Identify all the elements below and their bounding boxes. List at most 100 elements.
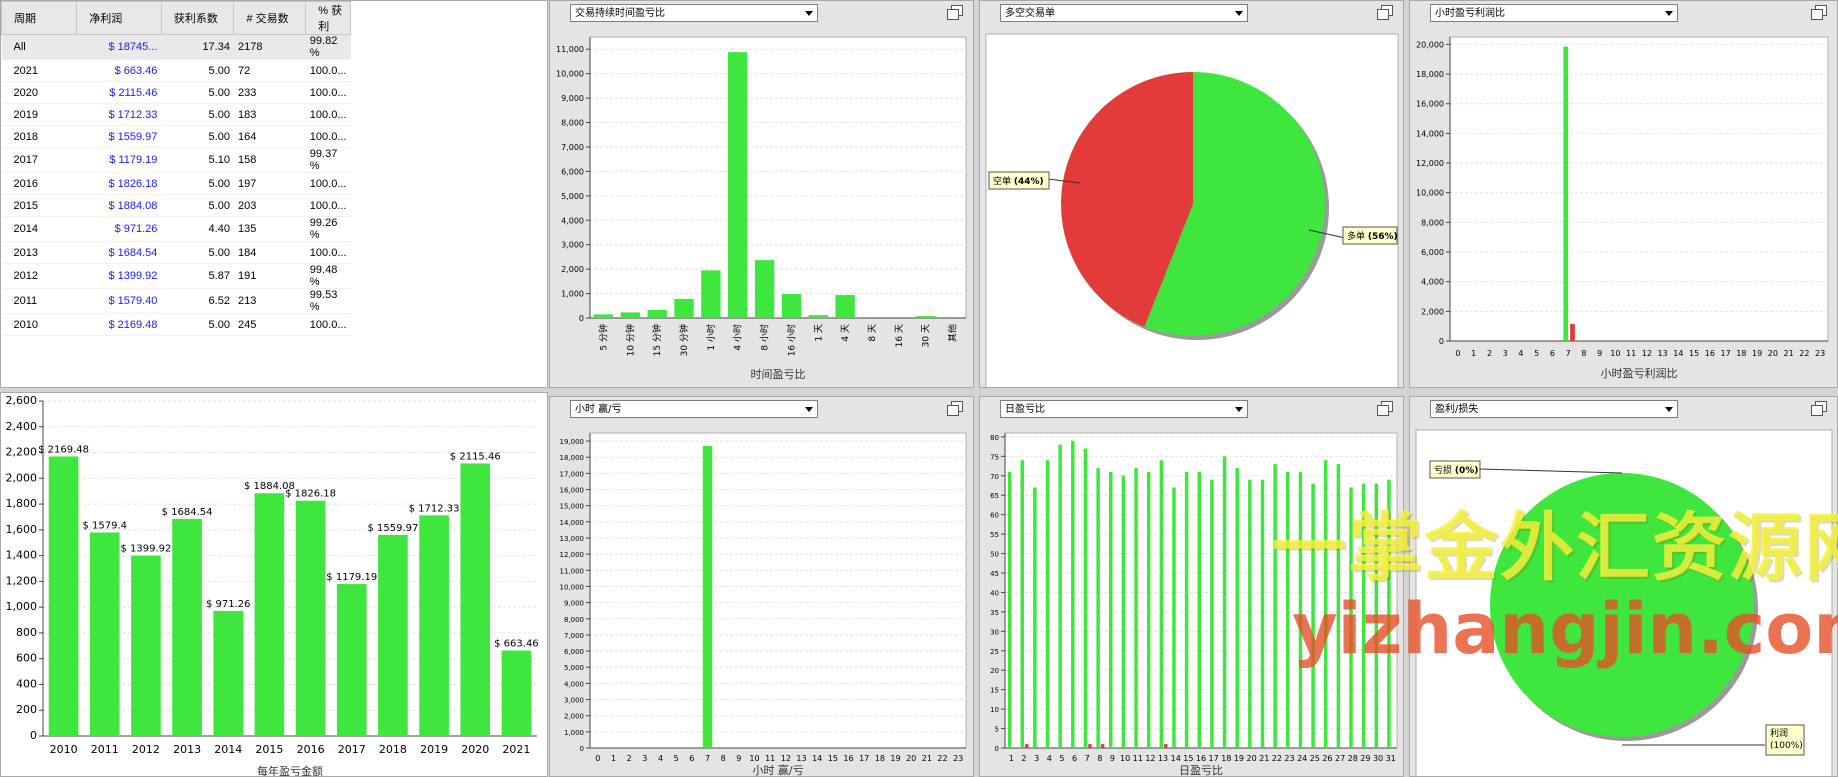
table-row[interactable]: 2018 $ 1559.97 5.00 164 100.0... — [1, 125, 351, 148]
bar — [460, 463, 491, 736]
longshort-dropdown[interactable]: 多空交易单 — [1000, 4, 1248, 22]
table-row[interactable]: 2013 $ 1684.54 5.00 184 100.0... — [1, 241, 351, 264]
yearly-chart: 0 200 400 600 800 1,000 1,200 1,400 1,600 1,800 2,… — [6, 394, 539, 776]
table-row[interactable]: 2011 $ 1579.40 6.52 213 99.53 % — [1, 288, 351, 314]
leader-line — [1308, 229, 1346, 239]
maximize-icon[interactable] — [947, 401, 963, 416]
y-tick-label: 13,000 — [560, 535, 585, 543]
cell-period: 2014 — [1, 216, 77, 242]
col-period-header[interactable]: 周期 — [1, 1, 78, 35]
x-tick-label: 6 — [1550, 349, 1555, 358]
table-row[interactable]: 2014 $ 971.26 4.40 135 99.26 % — [1, 216, 351, 242]
y-tick-label: 70 — [990, 473, 999, 481]
x-tick-label: 2010 — [50, 743, 78, 756]
table-row[interactable]: 2015 $ 1884.08 5.00 203 100.0... — [1, 194, 351, 217]
hourly-profit-dropdown-label: 小时盈亏利润比 — [1435, 8, 1505, 19]
y-tick-label: 17,000 — [560, 470, 585, 478]
maximize-icon[interactable] — [1811, 5, 1827, 20]
x-tick-label: 2 — [1487, 349, 1492, 358]
x-tick-label: 12 — [1145, 754, 1155, 763]
maximize-icon[interactable] — [1377, 5, 1393, 20]
pie-label: 亏损 (0%) — [1429, 460, 1481, 479]
daily-dropdown[interactable]: 日盈亏比 — [1000, 400, 1248, 418]
watermark-url: yizhangjin.com — [1292, 588, 1838, 670]
bar — [1058, 444, 1062, 748]
table-row[interactable]: 2020 $ 2115.46 5.00 233 100.0... — [1, 81, 351, 104]
duration-dropdown[interactable]: 交易持续时间盈亏比 — [570, 4, 818, 22]
y-tick-label: 1,800 — [6, 497, 38, 510]
x-tick-label: 2018 — [379, 743, 407, 756]
bar — [48, 456, 79, 736]
table-row[interactable]: 2012 $ 1399.92 5.87 191 99.48 % — [1, 263, 351, 289]
cell-pf: 17.34 — [161, 34, 234, 60]
bar — [1273, 464, 1277, 748]
col-net-header[interactable]: 净利润 — [76, 1, 162, 35]
bar — [1007, 471, 1012, 748]
y-tick-label: 10,000 — [560, 583, 585, 591]
x-tick-label: 16 天 — [895, 324, 905, 347]
table-row[interactable]: 2016 $ 1826.18 5.00 197 100.0... — [1, 172, 351, 195]
stats-panel: 周期 净利润 获利系数 # 交易数 % 获利 All $ 18745... 17.3… — [0, 0, 548, 388]
y-tick-label: 800 — [16, 626, 37, 639]
maximize-icon[interactable] — [1811, 401, 1827, 416]
x-tick-label: 10 — [749, 754, 759, 763]
bar — [1083, 448, 1088, 748]
col-win-header[interactable]: % 获利 — [305, 1, 351, 35]
profit-loss-dropdown[interactable]: 盈利/损失 — [1430, 400, 1678, 418]
cell-win: 100.0... — [305, 81, 351, 104]
hourly-profit-dropdown[interactable]: 小时盈亏利润比 — [1430, 4, 1678, 22]
y-tick-label: 16,000 — [560, 487, 585, 495]
x-tick-label: 14 — [1673, 349, 1683, 358]
bar — [1088, 744, 1092, 748]
duration-panel: 交易持续时间盈亏比 0 1,000 2,000 3,000 4,000 5,000 6,00… — [549, 0, 974, 388]
x-tick-label: 5 — [674, 754, 679, 763]
table-row[interactable]: 2021 $ 663.46 5.00 72 100.0... — [1, 59, 351, 82]
bar — [1134, 468, 1138, 748]
y-tick-label: 8,000 — [1421, 218, 1444, 227]
y-tick-label: 4,000 — [564, 680, 584, 688]
maximize-icon[interactable] — [947, 5, 963, 20]
col-pf-header[interactable]: 获利系数 — [160, 1, 235, 35]
x-tick-label: 0 — [1455, 349, 1460, 358]
x-tick-label: 2020 — [461, 743, 489, 756]
x-tick-label: 11 — [1626, 349, 1636, 358]
maximize-icon[interactable] — [1377, 401, 1393, 416]
hour-winloss-chart: 0 1,000 2,000 3,000 4,000 5,000 6,000 7,000 8,00… — [560, 432, 967, 776]
bar — [1570, 323, 1575, 341]
bar — [295, 500, 326, 736]
x-tick-label: 14 — [1171, 754, 1181, 763]
table-row[interactable]: 2010 $ 2169.48 5.00 245 100.0... — [1, 313, 351, 336]
profit-loss-dropdown-label: 盈利/损失 — [1435, 404, 1479, 415]
table-row[interactable]: All $ 18745... 17.34 2178 99.82 % — [1, 34, 351, 60]
x-tick-label: 28 — [1348, 754, 1358, 763]
profit-loss-panel: 盈利/损失 利润 (100%) 亏损 (0%) — [1409, 396, 1838, 777]
cell-win: 100.0... — [305, 125, 351, 148]
cell-win: 100.0... — [305, 194, 351, 217]
hourly-profit-panel: 小时盈亏利润比 0 2,000 4,000 6,000 8,000 10,000 12,00… — [1409, 0, 1838, 388]
leader-line — [1479, 468, 1623, 474]
bar — [1159, 460, 1164, 748]
table-row[interactable]: 2017 $ 1179.19 5.10 158 99.37 % — [1, 147, 351, 173]
y-tick-label: 1,400 — [6, 549, 38, 562]
cell-net: $ 1884.08 — [76, 194, 162, 217]
y-tick-label: 200 — [16, 703, 37, 716]
bar — [701, 270, 721, 318]
x-tick-label: 8 天 — [868, 324, 878, 342]
cell-net: $ 1559.97 — [76, 125, 162, 148]
col-trades-header[interactable]: # 交易数 — [233, 1, 307, 35]
x-tick-label: 29 — [1360, 754, 1370, 763]
pie-label: 多单 (56%) — [1342, 226, 1398, 245]
table-row[interactable]: 2019 $ 1712.33 5.00 183 100.0... — [1, 103, 351, 126]
bar — [1563, 46, 1569, 341]
bar — [1286, 471, 1290, 748]
x-tick-label: 23 — [1815, 349, 1825, 358]
hour-winloss-dropdown[interactable]: 小时 赢/亏 — [570, 400, 818, 418]
watermark-text: 一掌金外汇资源网 — [1272, 505, 1838, 591]
y-tick-label: 400 — [16, 677, 37, 690]
pie-slice — [1144, 72, 1325, 336]
y-tick-label: 6,000 — [564, 648, 584, 656]
stats-table: 周期 净利润 获利系数 # 交易数 % 获利 All $ 18745... 17.3… — [1, 1, 351, 336]
y-tick-label: 4,000 — [1421, 278, 1444, 287]
y-tick-label: 2,400 — [6, 420, 38, 433]
cell-trades: 72 — [233, 59, 306, 82]
